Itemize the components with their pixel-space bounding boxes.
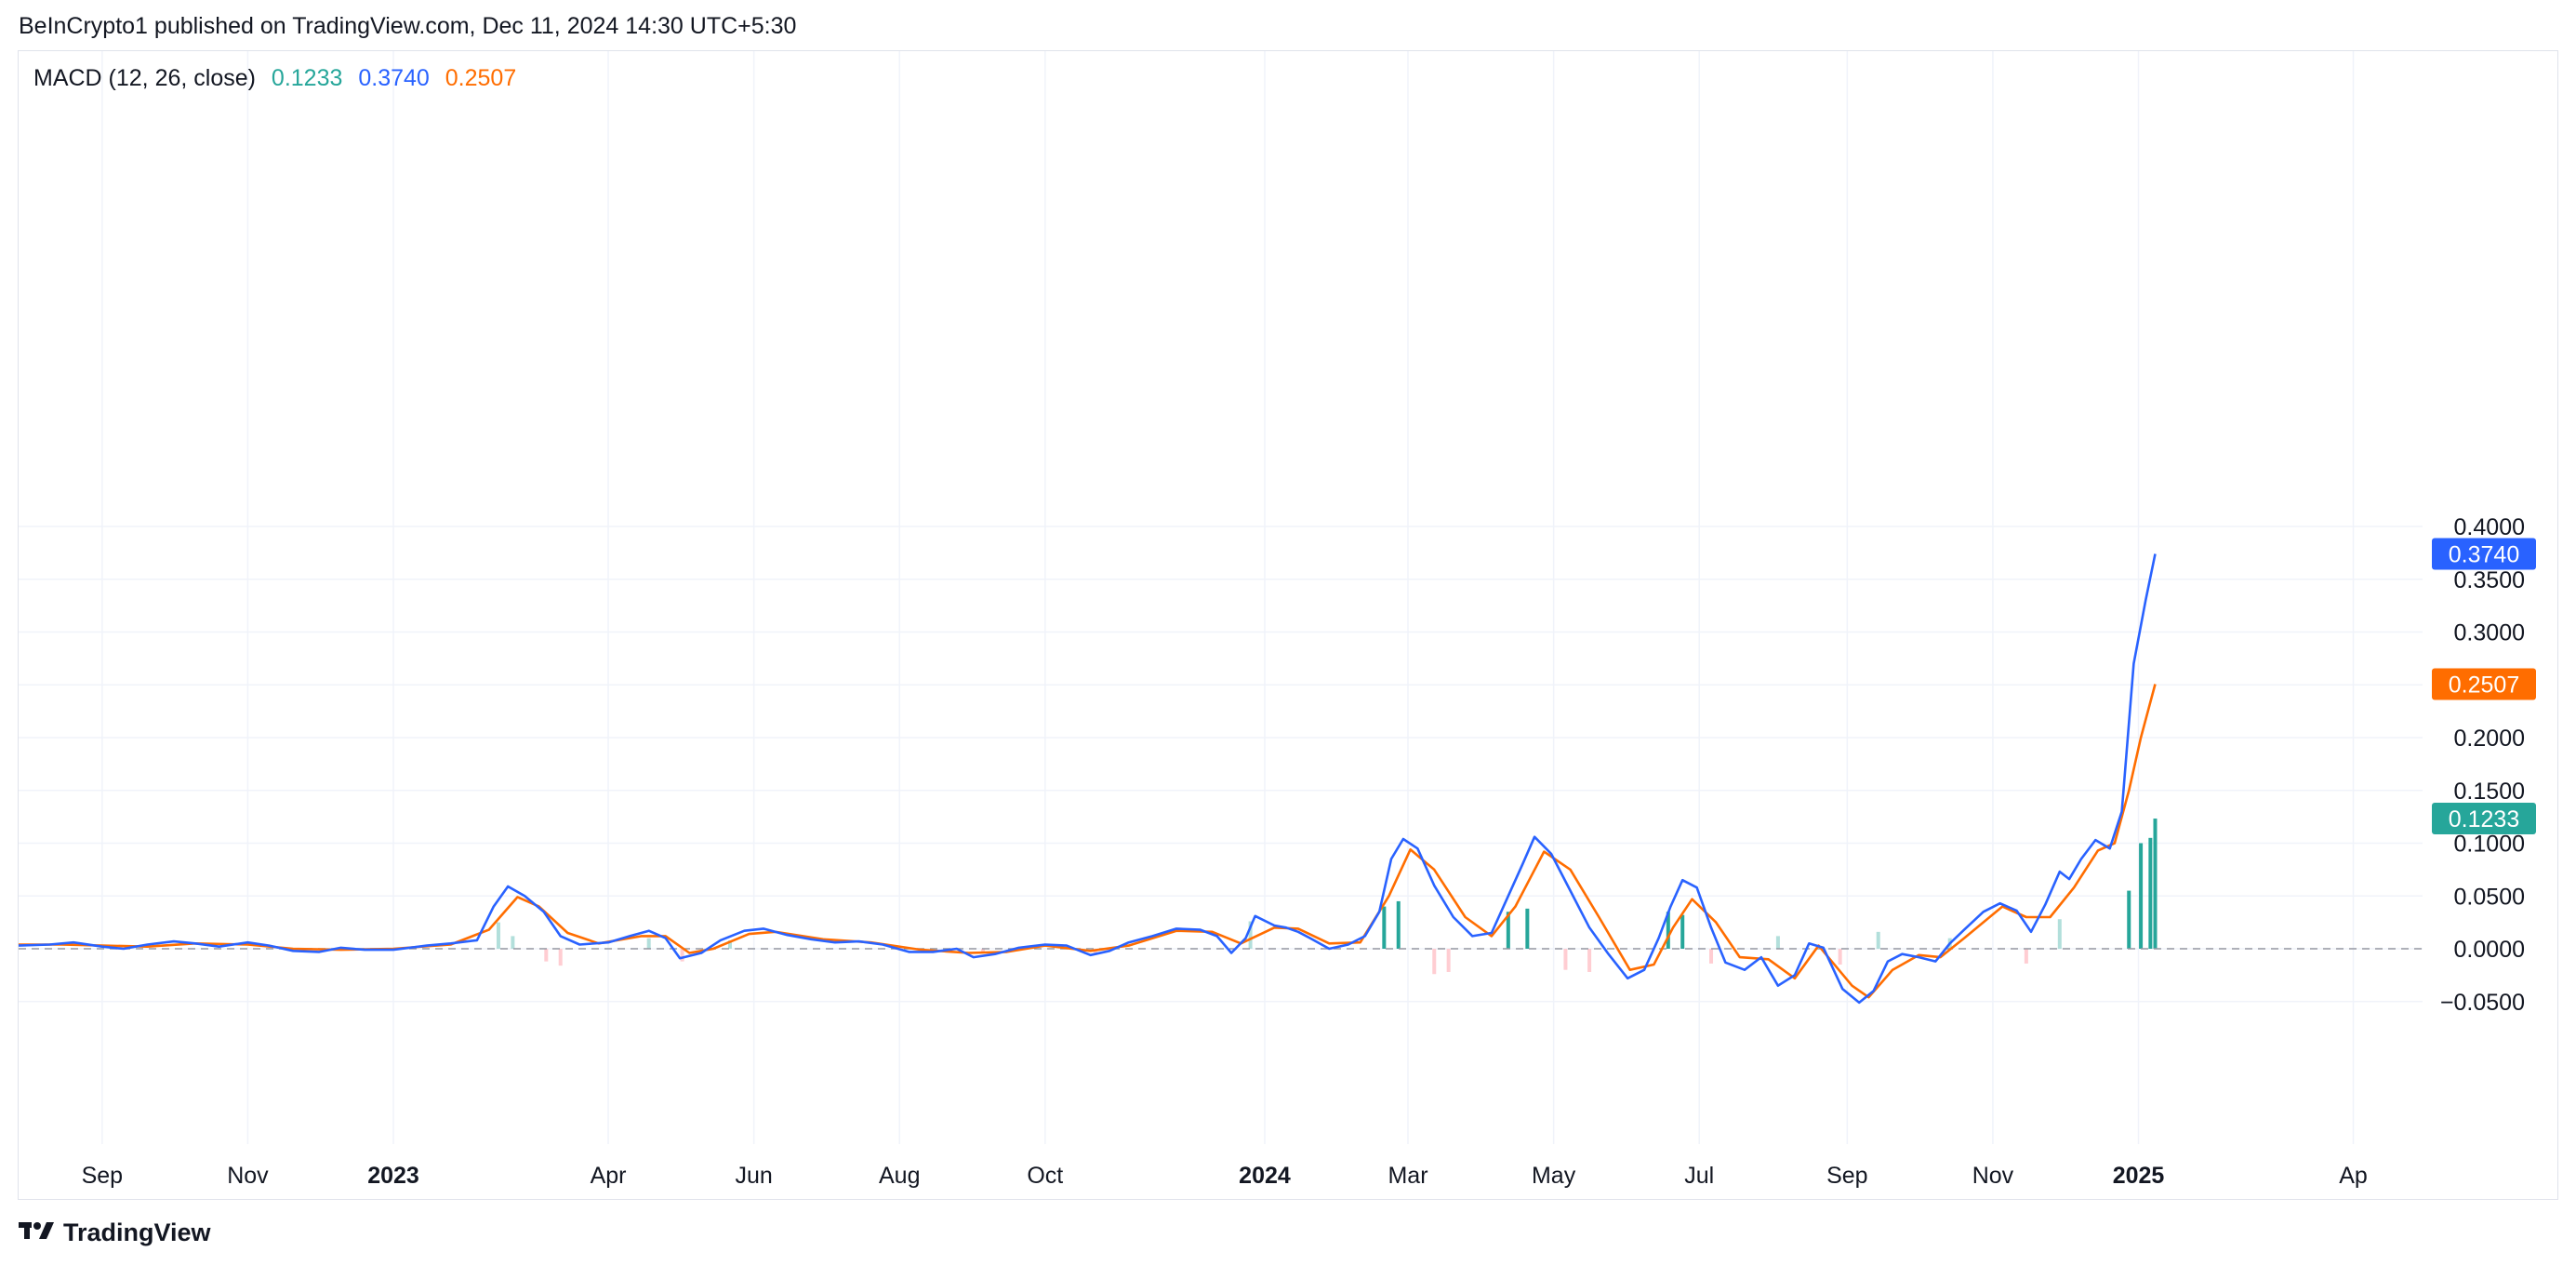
time-axis: Sep Nov 2023 Apr Jun Aug Oct 2024 Mar May Jul Sep No… (82, 1163, 2368, 1189)
x-tick-label: Oct (1027, 1163, 1063, 1189)
signal-series (19, 684, 2157, 999)
x-tick-label: 2023 (367, 1163, 419, 1189)
histogram-bar (2153, 819, 2158, 949)
tradingview-logo[interactable]: TradingView (19, 1218, 211, 1247)
brand-name: TradingView (63, 1218, 211, 1246)
y-tick-label: 0.0000 (2454, 937, 2525, 963)
hist-last-badge: 0.1233 (2432, 803, 2536, 835)
histogram-bar (1525, 908, 1530, 949)
histogram-bar (1446, 949, 1451, 972)
histogram-bar (1876, 931, 1880, 949)
badge-text: 0.2507 (2449, 672, 2519, 698)
y-tick-label: 0.1500 (2454, 779, 2525, 805)
macd-chart[interactable]: 0.40000.35000.30000.25000.20000.15000.10… (0, 0, 2576, 1209)
macd-line (18, 553, 2157, 1005)
histogram-bar (2057, 919, 2062, 949)
y-tick-label: 0.3500 (2454, 567, 2525, 593)
signal-line (19, 684, 2157, 999)
x-tick-label: Jul (1684, 1163, 1714, 1189)
x-tick-label: Sep (82, 1163, 123, 1189)
macd-value: 0.3740 (358, 65, 430, 91)
x-tick-label: Nov (227, 1163, 269, 1189)
x-tick-label: Aug (879, 1163, 920, 1189)
histogram-bar (2127, 890, 2131, 949)
x-tick-label: 2025 (2113, 1163, 2165, 1189)
histogram-bar (1680, 914, 1685, 949)
macd-last-badge: 0.3740 (2432, 538, 2536, 570)
y-tick-label: 0.0500 (2454, 884, 2525, 910)
publish-info: BeInCrypto1 published on TradingView.com… (19, 13, 797, 39)
histogram-bar (2139, 843, 2144, 949)
x-tick-label: Nov (1972, 1163, 2014, 1189)
y-tick-label: 0.3000 (2454, 620, 2525, 646)
histogram-bar (496, 922, 500, 949)
badge-bg (2432, 668, 2536, 700)
x-tick-label: 2024 (1239, 1163, 1291, 1189)
histogram-bar (558, 949, 563, 966)
chart-frame (18, 50, 2558, 1200)
badge-text: 0.3740 (2449, 542, 2519, 568)
x-tick-label: Sep (1826, 1163, 1867, 1189)
histogram-bar (727, 939, 732, 949)
histogram-bar (981, 949, 986, 953)
histogram-bar (1382, 906, 1387, 949)
x-tick-label: May (1532, 1163, 1576, 1189)
y-tick-label: 0.4000 (2454, 514, 2525, 540)
last-value-badges: 0.3740 0.2507 0.1233 (2432, 538, 2536, 835)
badge-bg (2432, 538, 2536, 570)
histogram (496, 819, 2158, 975)
x-tick-label: Jun (735, 1163, 772, 1189)
histogram-bar (1248, 921, 1253, 949)
histogram-bar (1396, 900, 1401, 949)
histogram-bar (2024, 949, 2028, 964)
histogram-bar (680, 949, 684, 962)
x-tick-label: Apr (591, 1163, 627, 1189)
y-tick-label: 0.1000 (2454, 832, 2525, 858)
signal-value: 0.2507 (445, 65, 517, 91)
histogram-bar (511, 936, 515, 949)
x-tick-label: Mar (1388, 1163, 1427, 1189)
badge-text: 0.1233 (2449, 806, 2519, 832)
histogram-bar (1506, 912, 1510, 949)
indicator-name: MACD (12, 26, close) (33, 65, 256, 91)
histogram-bar (2148, 837, 2153, 949)
histogram-bar (1432, 949, 1437, 975)
histogram-bar (1775, 936, 1780, 949)
hist-value: 0.1233 (271, 65, 343, 91)
price-axis: 0.40000.35000.30000.25000.20000.15000.10… (2440, 514, 2525, 1016)
histogram-bar (544, 949, 549, 962)
indicator-legend[interactable]: MACD (12, 26, close) 0.1233 0.3740 0.250… (33, 65, 525, 92)
y-tick-label: 0.2000 (2454, 726, 2525, 752)
badge-bg (2432, 803, 2536, 835)
tradingview-icon (19, 1218, 56, 1247)
histogram-bar (646, 938, 651, 949)
macd-series (18, 553, 2157, 1005)
signal-last-badge: 0.2507 (2432, 668, 2536, 700)
y-tick-label: −0.0500 (2440, 990, 2525, 1016)
histogram-bar (1563, 949, 1568, 970)
histogram-bar (1666, 912, 1670, 949)
histogram-bar (1709, 949, 1714, 964)
histogram-bar (1838, 949, 1842, 965)
histogram-bar (1587, 949, 1592, 972)
grid (19, 51, 2423, 1144)
x-tick-label: Ap (2339, 1163, 2368, 1189)
